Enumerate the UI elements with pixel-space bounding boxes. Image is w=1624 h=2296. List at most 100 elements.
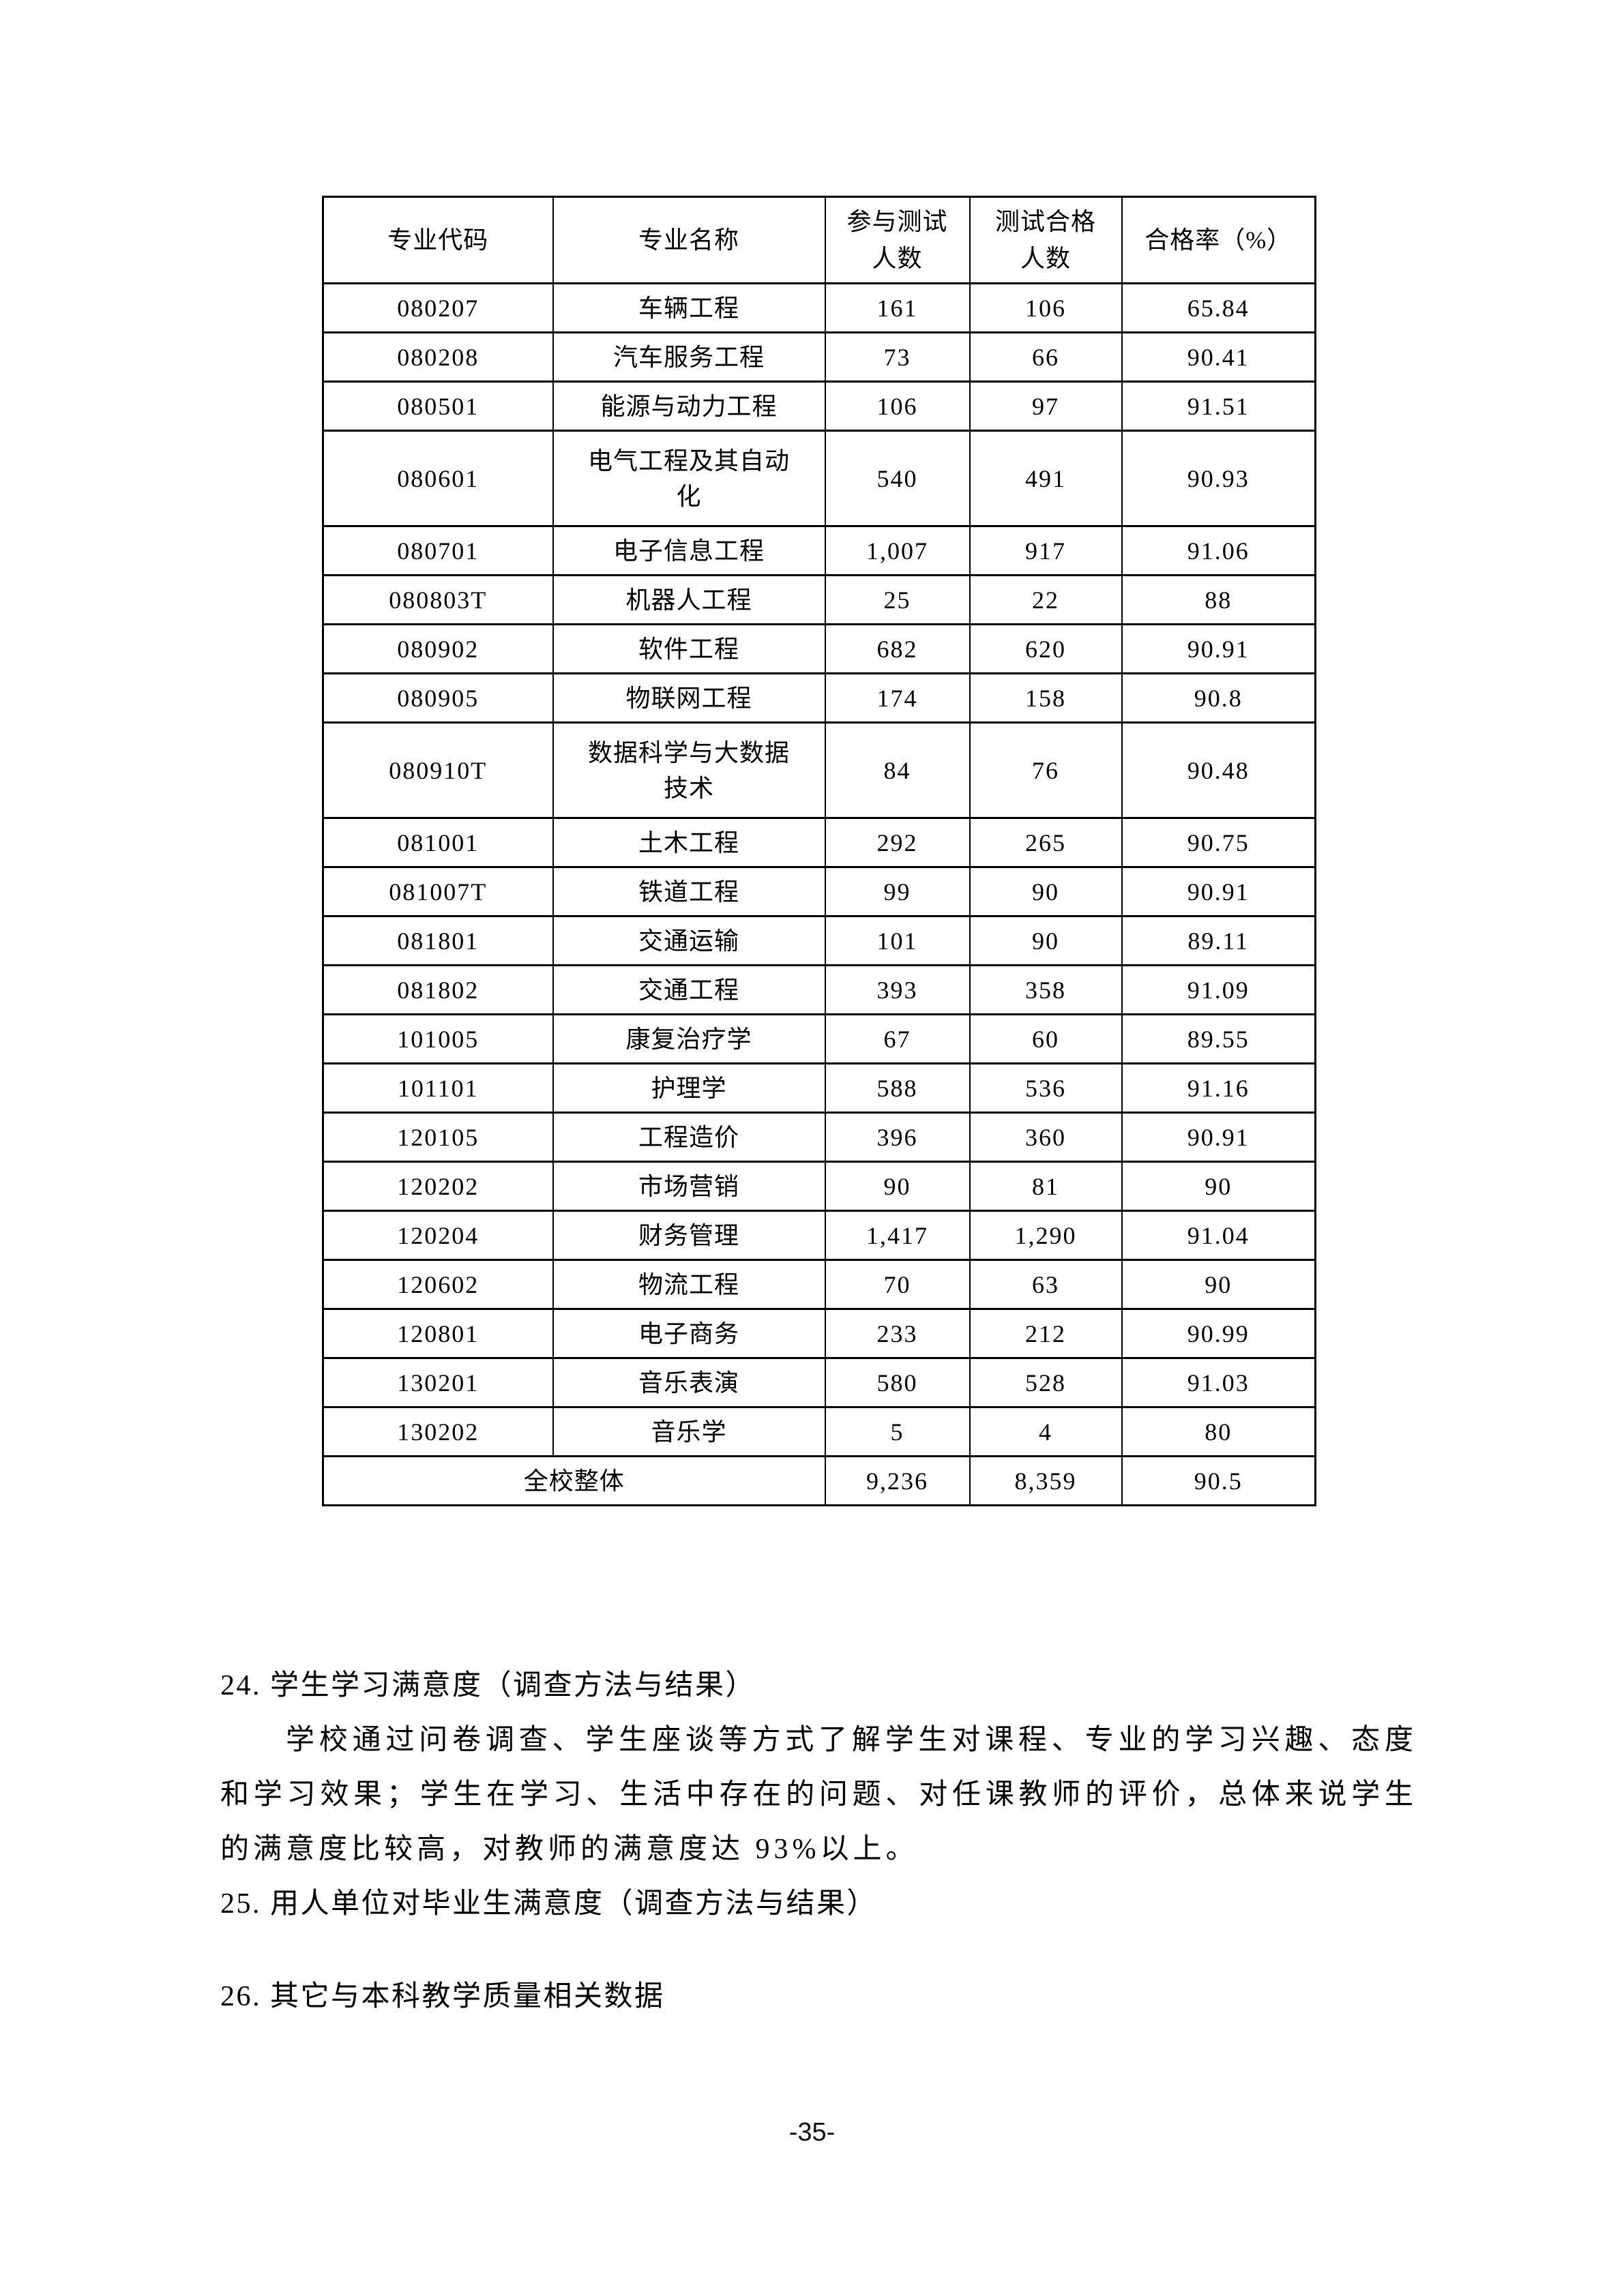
cell-major-code: 080208: [322, 331, 554, 383]
table-row: 130201 音乐表演 580 528 91.03: [322, 1357, 1316, 1408]
cell-major-code: 080701: [322, 525, 554, 576]
table-row: 080208 汽车服务工程 73 66 90.41: [322, 331, 1316, 383]
cell-major-name: 土木工程: [552, 817, 826, 868]
cell-pass-rate: 91.04: [1121, 1210, 1316, 1261]
cell-major-name: 物流工程: [552, 1259, 826, 1310]
table-row: 080902 软件工程 682 620 90.91: [322, 623, 1316, 674]
cell-tested-count: 393: [824, 964, 971, 1015]
cell-pass-rate: 90.75: [1121, 817, 1316, 868]
cell-tested-count: 101: [824, 915, 971, 966]
table-header: 专业代码 专业名称 参与测试 人数 测试合格 人数 合格率（%）: [322, 196, 1316, 284]
table-row: 120202 市场营销 90 81 90: [322, 1161, 1316, 1212]
body-text: 24. 学生学习满意度（调查方法与结果） 学校通过问卷调查、学生座谈等方式了解学…: [220, 1658, 1417, 2024]
cell-tested-count: 161: [824, 282, 971, 333]
cell-major-code: 080207: [322, 282, 554, 333]
col-header-passed-count: 测试合格 人数: [969, 196, 1123, 284]
cell-tested-count: 292: [824, 817, 971, 868]
table-row: 130202 音乐学 5 4 80: [322, 1406, 1316, 1457]
cell-pass-rate: 90.41: [1121, 331, 1316, 383]
cell-major-code: 101101: [322, 1062, 554, 1114]
cell-major-name: 机器人工程: [552, 574, 826, 625]
col-header-major-code: 专业代码: [322, 196, 554, 284]
cell-major-code: 120602: [322, 1259, 554, 1310]
table-row: 120105 工程造价 396 360 90.91: [322, 1112, 1316, 1163]
cell-major-name: 音乐学: [552, 1406, 826, 1457]
cell-passed-count: 90: [969, 866, 1123, 917]
cell-tested-count: 174: [824, 672, 971, 724]
table-row: 081001 土木工程 292 265 90.75: [322, 817, 1316, 868]
table-row: 081801 交通运输 101 90 89.11: [322, 915, 1316, 966]
cell-major-code: 080601: [322, 430, 554, 527]
section-24-heading: 24. 学生学习满意度（调查方法与结果）: [220, 1670, 756, 1701]
table-row: 101005 康复治疗学 67 60 89.55: [322, 1013, 1316, 1064]
cell-tested-count: 106: [824, 381, 971, 432]
cell-major-code: 080910T: [322, 721, 554, 819]
table-row: 120602 物流工程 70 63 90: [322, 1259, 1316, 1310]
cell-major-name: 交通工程: [552, 964, 826, 1015]
cell-pass-rate: 90.91: [1121, 1112, 1316, 1163]
cell-major-name: 数据科学与大数据 技术: [552, 721, 826, 819]
cell-major-name: 铁道工程: [552, 866, 826, 917]
cell-major-code: 080905: [322, 672, 554, 724]
cell-passed-count: 360: [969, 1112, 1123, 1163]
cell-tested-count: 580: [824, 1357, 971, 1408]
table-row: 080905 物联网工程 174 158 90.8: [322, 672, 1316, 724]
cell-major-code: 081001: [322, 817, 554, 868]
cell-major-name: 康复治疗学: [552, 1013, 826, 1064]
cell-total-passed: 8,359: [969, 1455, 1123, 1506]
cell-passed-count: 66: [969, 331, 1123, 383]
cell-passed-count: 265: [969, 817, 1123, 868]
cell-pass-rate: 91.09: [1121, 964, 1316, 1015]
cell-passed-count: 358: [969, 964, 1123, 1015]
cell-pass-rate: 90.91: [1121, 866, 1316, 917]
cell-major-name: 电气工程及其自动 化: [552, 430, 826, 527]
cell-pass-rate: 90.48: [1121, 721, 1316, 819]
cell-tested-count: 5: [824, 1406, 971, 1457]
cell-tested-count: 1,007: [824, 525, 971, 576]
cell-major-name: 财务管理: [552, 1210, 826, 1261]
cell-pass-rate: 90.8: [1121, 672, 1316, 724]
section-24-paragraph: 学校通过问卷调查、学生座谈等方式了解学生对课程、专业的学习兴趣、态度和学习效果；…: [220, 1725, 1417, 1865]
cell-major-name: 车辆工程: [552, 282, 826, 333]
cell-pass-rate: 90: [1121, 1161, 1316, 1212]
cell-tested-count: 67: [824, 1013, 971, 1064]
cell-total-label: 全校整体: [322, 1455, 826, 1506]
cell-tested-count: 588: [824, 1062, 971, 1114]
table-row: 080701 电子信息工程 1,007 917 91.06: [322, 525, 1316, 576]
cell-passed-count: 528: [969, 1357, 1123, 1408]
cell-pass-rate: 90: [1121, 1259, 1316, 1310]
cell-passed-count: 81: [969, 1161, 1123, 1212]
total-row: 全校整体 9,236 8,359 90.5: [322, 1455, 1316, 1506]
cell-tested-count: 84: [824, 721, 971, 819]
cell-pass-rate: 90.93: [1121, 430, 1316, 527]
cell-major-code: 101005: [322, 1013, 554, 1064]
cell-tested-count: 233: [824, 1308, 971, 1359]
pass-rate-table: 专业代码 专业名称 参与测试 人数 测试合格 人数 合格率（%） 080207 车辆工程 1…: [322, 196, 1316, 1506]
table-row: 081007T 铁道工程 99 90 90.91: [322, 866, 1316, 917]
cell-major-code: 120204: [322, 1210, 554, 1261]
cell-pass-rate: 90.91: [1121, 623, 1316, 674]
cell-major-name: 市场营销: [552, 1161, 826, 1212]
table-row: 080501 能源与动力工程 106 97 91.51: [322, 381, 1316, 432]
cell-passed-count: 22: [969, 574, 1123, 625]
cell-pass-rate: 89.55: [1121, 1013, 1316, 1064]
cell-major-code: 120202: [322, 1161, 554, 1212]
col-header-major-name: 专业名称: [552, 196, 826, 284]
table-row: 080803T 机器人工程 25 22 88: [322, 574, 1316, 625]
table-body: 080207 车辆工程 161 106 65.84 080208 汽车服务工程 73 66 90.…: [322, 282, 1316, 1506]
cell-passed-count: 4: [969, 1406, 1123, 1457]
cell-passed-count: 620: [969, 623, 1123, 674]
cell-pass-rate: 91.51: [1121, 381, 1316, 432]
cell-tested-count: 73: [824, 331, 971, 383]
cell-passed-count: 1,290: [969, 1210, 1123, 1261]
cell-major-name: 护理学: [552, 1062, 826, 1114]
cell-passed-count: 60: [969, 1013, 1123, 1064]
table-row: 080910T 数据科学与大数据 技术 84 76 90.48: [322, 721, 1316, 819]
table-row: 120204 财务管理 1,417 1,290 91.04: [322, 1210, 1316, 1261]
cell-pass-rate: 91.16: [1121, 1062, 1316, 1114]
cell-major-code: 130202: [322, 1406, 554, 1457]
cell-major-code: 080501: [322, 381, 554, 432]
cell-passed-count: 491: [969, 430, 1123, 527]
cell-major-name: 汽车服务工程: [552, 331, 826, 383]
